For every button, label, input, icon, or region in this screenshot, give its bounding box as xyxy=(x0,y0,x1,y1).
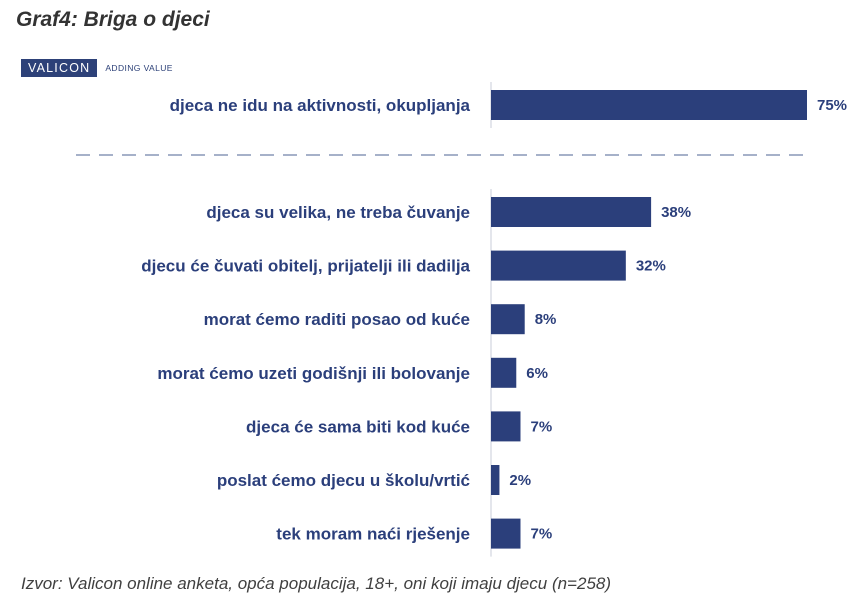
bar xyxy=(491,357,517,388)
bar xyxy=(491,518,521,549)
category-label: tek moram naći rješenje xyxy=(276,525,470,544)
value-label: 7% xyxy=(530,526,552,543)
category-label: poslat ćemo djecu u školu/vrtić xyxy=(217,471,470,490)
value-label: 8% xyxy=(535,311,557,328)
chart-title: Graf4: Briga o djeci xyxy=(16,8,210,31)
bar xyxy=(491,250,626,281)
bar xyxy=(491,197,652,227)
value-label: 32% xyxy=(636,258,666,275)
value-label: 7% xyxy=(530,418,552,435)
valicon-logo: VALICON ADDING VALUE xyxy=(21,59,173,77)
category-label: djeca ne idu na aktivnosti, okupljanja xyxy=(170,96,471,115)
category-label: morat ćemo uzeti godišnji ili bolovanje xyxy=(157,364,470,383)
category-label: djeca su velika, ne treba čuvanje xyxy=(206,203,470,222)
source-note: Izvor: Valicon online anketa, opća popul… xyxy=(21,574,612,593)
bar xyxy=(491,90,807,120)
value-label: 6% xyxy=(526,365,548,382)
bar xyxy=(491,465,500,495)
bar xyxy=(491,411,521,442)
category-label: djeca će sama biti kod kuće xyxy=(246,417,470,436)
bar xyxy=(491,304,525,335)
value-label: 2% xyxy=(509,472,531,489)
value-label: 75% xyxy=(817,97,847,114)
category-label: morat ćemo raditi posao od kuće xyxy=(204,310,470,329)
logo-tagline: ADDING VALUE xyxy=(105,63,173,73)
category-label: djecu će čuvati obitelj, prijatelji ili … xyxy=(141,257,470,276)
value-label: 38% xyxy=(661,204,691,221)
logo-name: VALICON xyxy=(21,59,98,77)
